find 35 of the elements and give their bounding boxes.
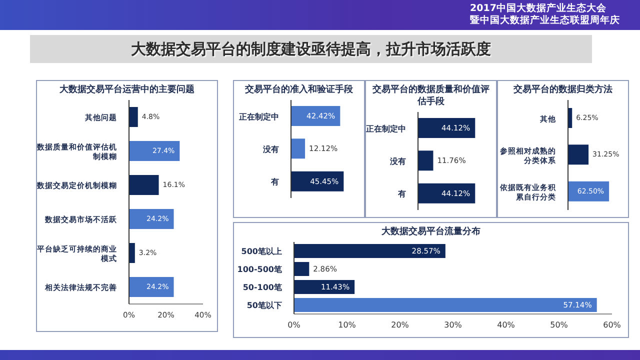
x-tick-label: 30% — [444, 320, 462, 330]
bar — [129, 243, 135, 264]
text: 暨中国大数据产业生态联盟周年庆 — [470, 14, 620, 27]
y-tick-label: 50笔以下 — [246, 300, 282, 310]
bar — [129, 209, 174, 230]
chart-title: 交易平台的准入和验证手段 — [244, 83, 354, 96]
text: 大数据交易平台的制度建设亟待提高，拉升市场活跃度 — [131, 40, 491, 58]
y-tick-label: 没有 — [262, 144, 279, 154]
x-tick-label: 10% — [338, 320, 356, 330]
chart-title: 大数据交易平台流量分布 — [380, 225, 482, 238]
bar — [129, 277, 174, 298]
x-tick-label: 0% — [288, 320, 301, 330]
y-tick-label: 有 — [270, 177, 279, 186]
bar — [129, 141, 180, 162]
chart-title: 交易平台的数据归类方法 — [512, 83, 614, 96]
bar — [294, 244, 446, 258]
chart-title: 交易平台的数据质量和价值评估手段 — [372, 83, 490, 108]
x-tick-label: 60% — [603, 320, 622, 330]
y-tick-label: 有 — [397, 189, 406, 198]
y-tick-label: 正在制定中 — [365, 123, 406, 134]
chart-title: 大数据交易平台运营中的主要问题 — [58, 83, 196, 96]
text: 2017中国大数据产业生态大会 — [470, 3, 608, 14]
x-tick-label: 50% — [550, 320, 568, 330]
y-tick-label: 正在制定中 — [238, 110, 279, 121]
bar — [129, 107, 138, 128]
x-tick-label: 40% — [497, 320, 516, 330]
y-tick-label: 50-100笔 — [242, 282, 283, 292]
bar — [129, 175, 159, 196]
y-tick-label: 100-500笔 — [237, 264, 283, 274]
bar — [294, 298, 597, 312]
bar — [294, 280, 355, 294]
bar — [294, 262, 310, 276]
y-tick-label: 没有 — [389, 156, 406, 166]
x-tick-label: 20% — [391, 320, 410, 330]
y-tick-label: 500笔以上 — [241, 246, 282, 256]
